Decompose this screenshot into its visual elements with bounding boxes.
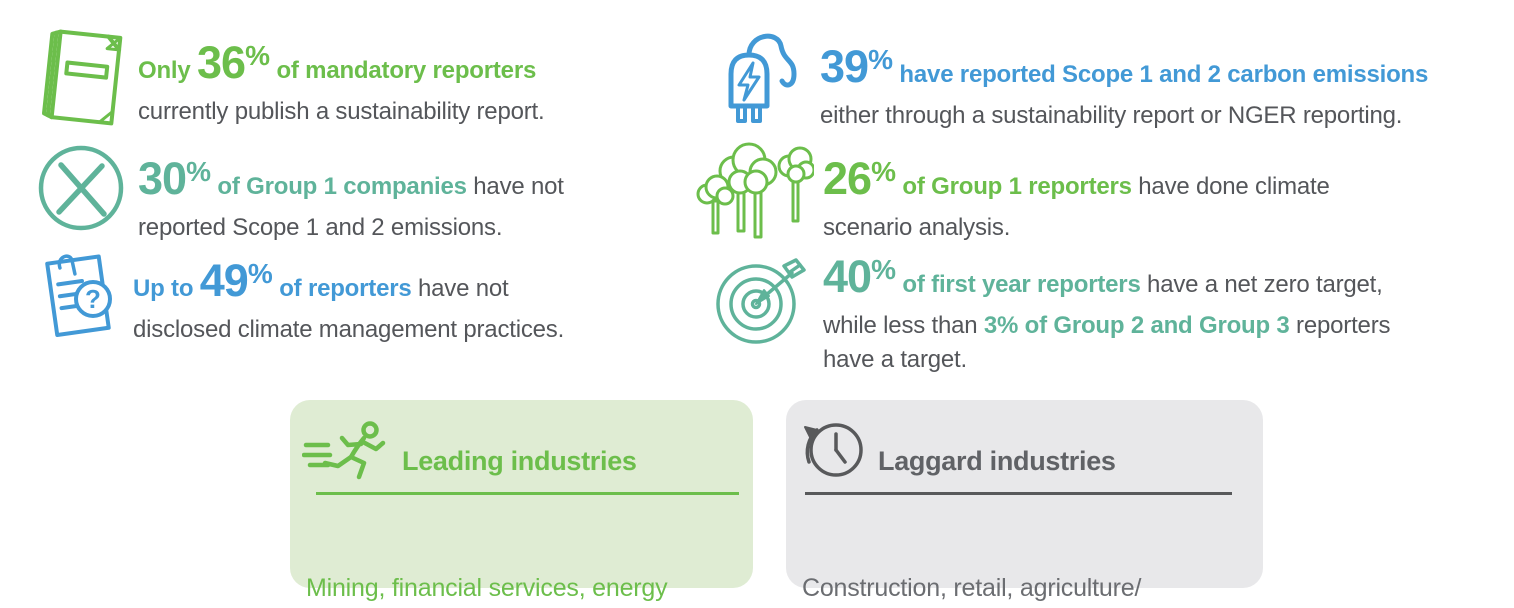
stat-scenario-analysis: 26% of Group 1 reporters have done clima… <box>823 148 1330 245</box>
stat-number: 30 <box>138 153 187 204</box>
stat-line: while less than 3% of Group 2 and Group … <box>823 309 1391 343</box>
stat-line: either through a sustainability report o… <box>820 99 1428 133</box>
stat-mandatory-reporters: Only 36% of mandatory reporters currentl… <box>138 32 545 129</box>
stat-net-zero-target: 40% of first year reporters have a net z… <box>823 246 1391 377</box>
stat-body: have a net zero target, <box>1140 271 1383 298</box>
stat-line: 39% have reported Scope 1 and 2 carbon e… <box>820 36 1428 99</box>
stat-number: 36 <box>197 37 246 88</box>
stat-group1-not-reported: 30% of Group 1 companies have not report… <box>138 148 564 245</box>
laggard-card-divider <box>805 492 1232 495</box>
laggard-card-title: Laggard industries <box>878 446 1116 476</box>
cross-circle-icon <box>36 142 126 234</box>
percent-sign: % <box>871 254 896 285</box>
stat-body: scenario analysis. <box>823 214 1011 241</box>
trees-icon <box>692 140 814 244</box>
laggard-industries-card: Laggard industries Construction, retail,… <box>786 400 1263 602</box>
stat-line: Only 36% of mandatory reporters <box>138 32 544 95</box>
stat-body: have not <box>466 173 564 200</box>
stat-line: 40% of first year reporters have a net z… <box>823 246 1390 309</box>
percent-sign: % <box>245 40 270 71</box>
report-book-icon <box>28 24 134 130</box>
stat-number: 49 <box>199 255 249 306</box>
stat-number: 40 <box>823 251 872 302</box>
stat-line: 30% of Group 1 companies have not <box>138 148 564 211</box>
stat-highlight: of first year reporters <box>895 271 1141 298</box>
target-dart-icon <box>712 252 812 348</box>
leading-card-divider <box>316 492 739 495</box>
stat-lead-text: Only <box>138 57 198 84</box>
leading-card-body: Mining, financial services, energy secto… <box>306 503 668 608</box>
stat-line: have a target. <box>823 343 1390 377</box>
stat-highlight: of Group 1 reporters <box>895 173 1132 200</box>
stat-line: Up to 49% of reporters have not <box>133 250 564 313</box>
stat-body: reported Scope 1 and 2 emissions. <box>138 214 503 241</box>
percent-sign: % <box>247 258 273 289</box>
stat-body: while less than <box>823 312 984 339</box>
percent-sign: % <box>868 44 893 75</box>
power-plug-icon <box>698 26 802 132</box>
stat-number: 26 <box>823 153 872 204</box>
laggard-body-line: Construction, retail, agriculture/ <box>802 574 1142 602</box>
laggard-card-body: Construction, retail, agriculture/ fores… <box>802 503 1141 608</box>
stat-line: currently publish a sustainability repor… <box>138 95 545 129</box>
stat-body: currently publish a sustainability repor… <box>138 98 545 125</box>
stat-line: reported Scope 1 and 2 emissions. <box>138 211 564 245</box>
stat-line: scenario analysis. <box>823 211 1330 245</box>
stat-body: disclosed climate management practices. <box>133 316 565 343</box>
runner-icon <box>302 420 394 486</box>
leading-body-line: Mining, financial services, energy <box>306 574 668 602</box>
stat-lead-text: Up to <box>133 275 200 302</box>
history-clock-icon <box>800 414 866 480</box>
stat-number: 39 <box>820 41 869 92</box>
stat-highlight: of reporters <box>272 275 412 302</box>
clipboard-question-icon: ? <box>28 246 124 348</box>
leading-card-title: Leading industries <box>402 446 637 476</box>
stat-body: have not <box>411 275 509 302</box>
stat-climate-management: Up to 49% of reporters have not disclose… <box>133 250 564 347</box>
stat-highlight: 3% of Group 2 and Group 3 <box>983 312 1290 339</box>
stat-highlight: have reported Scope 1 and 2 carbon emiss… <box>892 61 1429 88</box>
stat-line: 26% of Group 1 reporters have done clima… <box>823 148 1330 211</box>
stat-body: reporters <box>1289 312 1391 339</box>
stat-highlight: of Group 1 companies <box>210 173 467 200</box>
stat-body: have done climate <box>1131 173 1330 200</box>
stat-body: have a target. <box>823 346 967 373</box>
stat-highlight: of mandatory reporters <box>269 57 537 84</box>
stat-scope-emissions: 39% have reported Scope 1 and 2 carbon e… <box>820 36 1428 133</box>
stat-body: either through a sustainability report o… <box>820 102 1403 129</box>
svg-text:?: ? <box>85 284 101 314</box>
stat-line: disclosed climate management practices. <box>133 313 564 347</box>
percent-sign: % <box>186 156 211 187</box>
percent-sign: % <box>871 156 896 187</box>
leading-industries-card: Leading industries Mining, financial ser… <box>290 400 753 602</box>
